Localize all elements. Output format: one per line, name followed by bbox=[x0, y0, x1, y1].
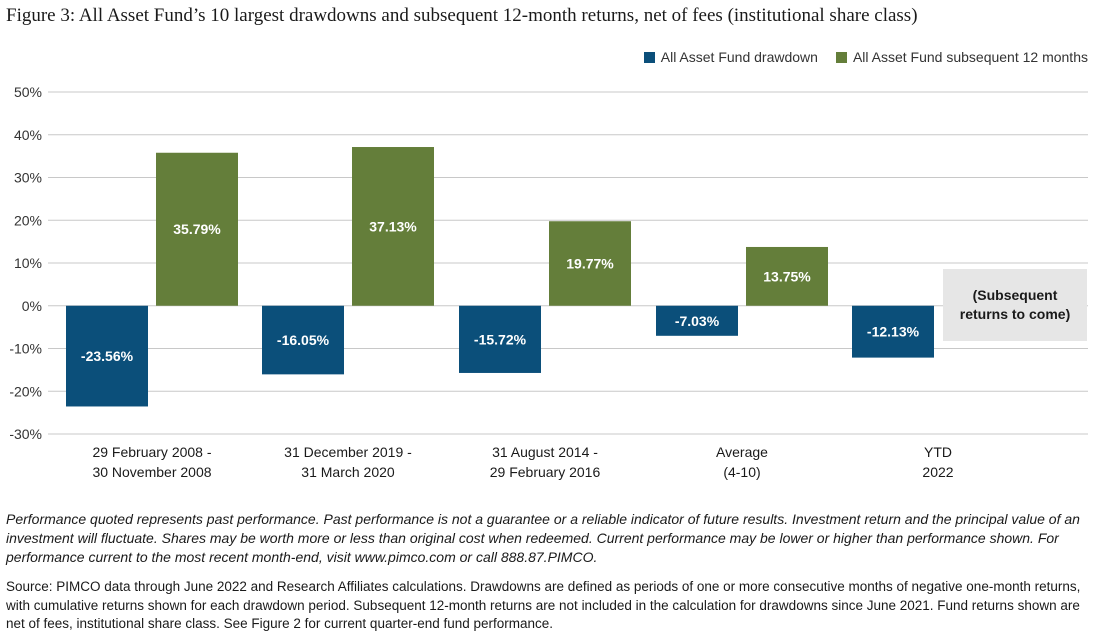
legend-item-drawdown: All Asset Fund drawdown bbox=[643, 49, 818, 65]
y-tick-label: -10% bbox=[9, 341, 42, 357]
source-note: Source: PIMCO data through June 2022 and… bbox=[6, 579, 1081, 631]
legend-swatch-subsequent bbox=[835, 51, 847, 63]
x-category-label: Average bbox=[716, 444, 768, 460]
y-tick-label: -30% bbox=[9, 426, 42, 442]
subsequent-returns-note: (Subsequent returns to come) bbox=[943, 269, 1087, 341]
drawdown-data-label: -23.56% bbox=[81, 348, 134, 364]
subsequent-data-label: 19.77% bbox=[566, 255, 614, 271]
drawdown-bar bbox=[262, 305, 344, 375]
chart-legend: All Asset Fund drawdown All Asset Fund s… bbox=[643, 49, 1088, 65]
x-category-label: 2022 bbox=[922, 464, 953, 480]
x-category-label: 31 March 2020 bbox=[301, 464, 395, 480]
drawdown-data-label: -12.13% bbox=[867, 324, 920, 340]
subsequent-bar bbox=[549, 221, 631, 306]
legend-item-subsequent: All Asset Fund subsequent 12 months bbox=[835, 49, 1088, 65]
y-tick-label: -20% bbox=[9, 383, 42, 399]
drawdown-bar bbox=[656, 305, 738, 336]
x-category-label: 30 November 2008 bbox=[92, 464, 211, 480]
drawdown-data-label: -7.03% bbox=[675, 313, 720, 329]
y-tick-label: 40% bbox=[14, 127, 42, 143]
x-category-label: (4-10) bbox=[723, 464, 760, 480]
subsequent-bar bbox=[352, 147, 434, 306]
x-category-label: 29 February 2008 - bbox=[92, 444, 211, 460]
y-tick-label: 10% bbox=[14, 255, 42, 271]
drawdown-bar bbox=[66, 305, 148, 407]
subsequent-data-label: 13.75% bbox=[763, 268, 811, 284]
y-tick-label: 0% bbox=[22, 298, 42, 314]
x-category-label: 31 December 2019 - bbox=[284, 444, 412, 460]
y-tick-label: 20% bbox=[14, 212, 42, 228]
drawdown-data-label: -16.05% bbox=[277, 332, 330, 348]
legend-swatch-drawdown bbox=[643, 51, 655, 63]
x-category-label: 29 February 2016 bbox=[490, 464, 601, 480]
subsequent-returns-note-text: (Subsequent returns to come) bbox=[959, 287, 1071, 322]
subsequent-data-label: 37.13% bbox=[369, 218, 417, 234]
drawdown-data-label: -15.72% bbox=[474, 331, 527, 347]
subsequent-data-label: 35.79% bbox=[173, 221, 221, 237]
legend-label-drawdown: All Asset Fund drawdown bbox=[660, 49, 818, 65]
legend-label-subsequent: All Asset Fund subsequent 12 months bbox=[852, 49, 1088, 65]
y-tick-label: 50% bbox=[14, 84, 42, 100]
y-tick-label: 30% bbox=[14, 170, 42, 186]
performance-disclaimer: Performance quoted represents past perfo… bbox=[6, 511, 1080, 565]
drawdown-bar bbox=[459, 305, 541, 373]
chart-title: Figure 3: All Asset Fund’s 10 largest dr… bbox=[6, 5, 918, 26]
x-category-label: YTD bbox=[924, 444, 952, 460]
x-category-label: 31 August 2014 - bbox=[492, 444, 598, 460]
drawdown-bar bbox=[852, 305, 934, 358]
subsequent-bar bbox=[156, 152, 238, 306]
bar-chart: 50% 40% 30% 20% 10% 0% -10% -20% -30% -23.56% -16.… bbox=[9, 84, 1088, 480]
subsequent-bar bbox=[746, 246, 828, 306]
